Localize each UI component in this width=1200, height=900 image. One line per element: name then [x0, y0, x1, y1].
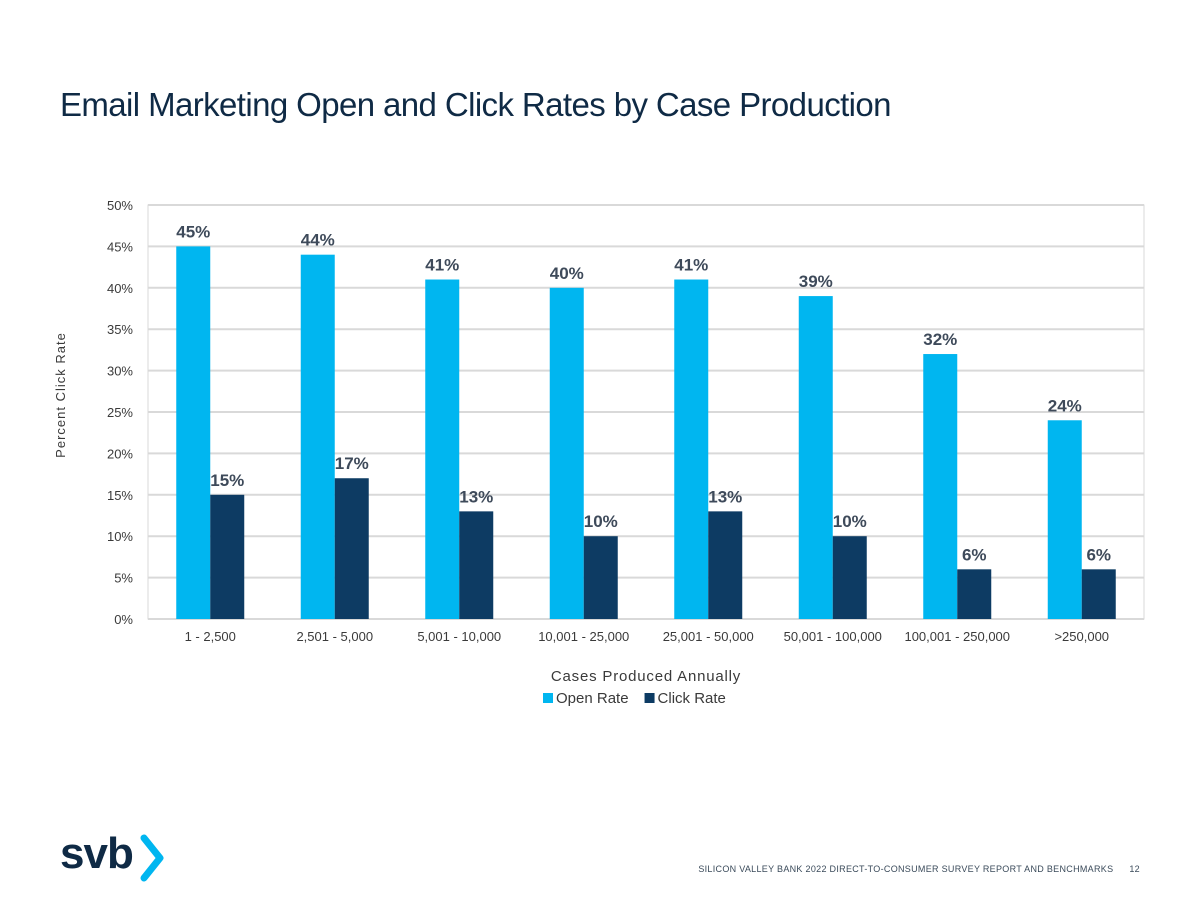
data-label: 41%: [425, 256, 459, 275]
data-label: 32%: [923, 330, 957, 349]
y-tick-label: 5%: [114, 571, 133, 586]
bar-open-rate: [300, 254, 335, 619]
data-label: 24%: [1048, 396, 1082, 415]
data-label: 40%: [550, 264, 584, 283]
bar-open-rate: [798, 296, 833, 619]
bar-chart: 0% 5% 10% 15% 20% 25% 30% 35% 40% 45% 50% 45% 15% 44…: [53, 198, 1145, 707]
bar-click-rate: [708, 511, 743, 619]
bar-click-rate: [1081, 569, 1116, 619]
data-label: 44%: [301, 231, 335, 250]
y-tick-label: 50%: [107, 198, 133, 213]
x-tick-label: >250,000: [1054, 629, 1109, 644]
y-tick-label: 15%: [107, 488, 133, 503]
bar-open-rate: [674, 279, 709, 619]
x-tick-label: 100,001 - 250,000: [904, 629, 1010, 644]
page-title: Email Marketing Open and Click Rates by …: [60, 86, 892, 123]
bar-open-rate: [425, 279, 460, 619]
bar-open-rate: [1047, 420, 1082, 619]
svb-logo: svb: [60, 829, 164, 882]
bar-click-rate: [459, 511, 494, 619]
footer: SILICON VALLEY BANK 2022 DIRECT-TO-CONSU…: [698, 864, 1140, 874]
x-tick-label: 10,001 - 25,000: [538, 629, 629, 644]
legend-label: Click Rate: [658, 690, 726, 707]
data-label: 45%: [176, 222, 210, 241]
y-tick-label: 10%: [107, 529, 133, 544]
x-tick-label: 25,001 - 50,000: [663, 629, 754, 644]
data-label: 17%: [335, 454, 369, 473]
data-label: 39%: [799, 272, 833, 291]
bar-click-rate: [957, 569, 992, 619]
data-labels: 45% 15% 44% 17% 41% 13% 40% 10% 41% 13% 39% 10% 32% 6…: [176, 222, 1111, 564]
data-label: 13%: [459, 487, 493, 506]
y-tick-label: 0%: [114, 612, 133, 627]
bar-open-rate: [549, 287, 584, 619]
y-axis-label: Percent Click Rate: [53, 332, 68, 458]
y-tick-label: 35%: [107, 322, 133, 337]
legend-swatch: [644, 693, 655, 703]
chevron-right-icon: [140, 834, 164, 882]
data-label: 41%: [674, 256, 708, 275]
y-tick-label: 45%: [107, 239, 133, 254]
data-label: 15%: [210, 471, 244, 490]
y-tick-label: 40%: [107, 281, 133, 296]
legend-swatch: [543, 693, 553, 703]
data-label: 13%: [708, 487, 742, 506]
page-number: 12: [1129, 864, 1140, 874]
bar-open-rate: [923, 354, 958, 619]
y-tick-label: 30%: [107, 364, 133, 379]
bar-open-rate: [176, 246, 211, 619]
x-tick-label: 1 - 2,500: [185, 629, 236, 644]
x-axis-label: Cases Produced Annually: [551, 668, 741, 685]
bar-click-rate: [334, 478, 369, 619]
legend-label: Open Rate: [556, 690, 629, 707]
chart-legend: Open Rate Click Rate: [543, 690, 726, 707]
x-tick-label: 2,501 - 5,000: [296, 629, 373, 644]
bar-click-rate: [210, 494, 245, 619]
y-tick-label: 25%: [107, 405, 133, 420]
footer-text: SILICON VALLEY BANK 2022 DIRECT-TO-CONSU…: [698, 864, 1114, 874]
data-label: 6%: [962, 545, 987, 564]
data-label: 10%: [833, 512, 867, 531]
y-axis-ticks: 0% 5% 10% 15% 20% 25% 30% 35% 40% 45% 50%: [107, 198, 133, 627]
bar-click-rate: [832, 536, 867, 619]
data-label: 6%: [1086, 545, 1111, 564]
chart-bars: [176, 246, 1116, 619]
y-tick-label: 20%: [107, 446, 133, 461]
logo-text: svb: [60, 829, 133, 878]
chart-gridlines: [147, 204, 1145, 620]
x-tick-label: 5,001 - 10,000: [417, 629, 501, 644]
data-label: 10%: [584, 512, 618, 531]
x-axis-ticks: 1 - 2,500 2,501 - 5,000 5,001 - 10,000 10,0…: [185, 629, 1109, 644]
bar-click-rate: [583, 536, 618, 619]
x-tick-label: 50,001 - 100,000: [784, 629, 882, 644]
